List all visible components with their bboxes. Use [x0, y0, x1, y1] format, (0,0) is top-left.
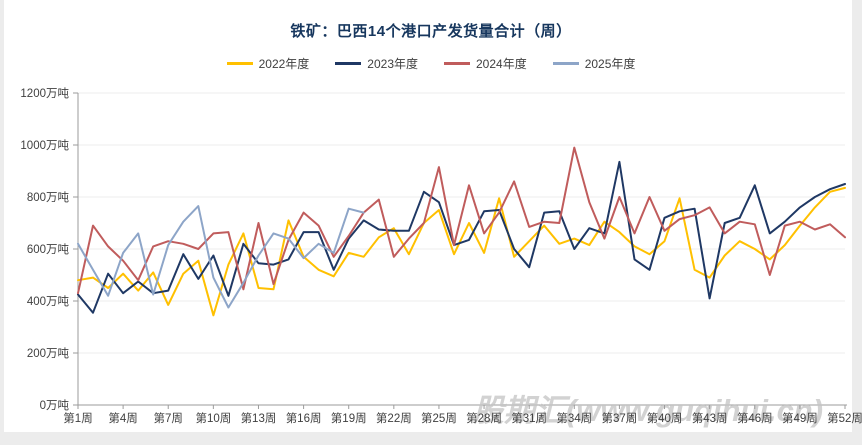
- x-axis-label: 第4周: [108, 411, 137, 425]
- y-axis-label: 600万吨: [27, 243, 70, 256]
- legend-label: 2025年度: [584, 57, 636, 71]
- x-axis-label: 第22周: [376, 411, 412, 425]
- x-axis-label: 第13周: [241, 411, 277, 425]
- y-axis-label: 1000万吨: [20, 139, 69, 152]
- legend-line-swatch: [226, 62, 253, 65]
- x-axis-label: 第46周: [737, 411, 773, 425]
- x-axis-label: 第31周: [511, 411, 547, 425]
- y-axis-label: 200万吨: [27, 347, 70, 360]
- x-axis-label: 第19周: [331, 411, 367, 425]
- legend-label: 2022年度: [258, 57, 310, 71]
- legend-line-swatch: [444, 62, 470, 65]
- series-line-2022年度: [77, 186, 846, 317]
- series-line-2023年度: [77, 160, 846, 314]
- y-axis-label: 400万吨: [27, 295, 70, 308]
- x-axis-label: 第28周: [466, 411, 502, 425]
- chart-legend: 2022年度 2023年度 2024年度 2025年度: [0, 55, 862, 72]
- chart-title: 铁矿：巴西14个港口产发货量合计（周）: [290, 23, 572, 40]
- x-axis-label: 第25周: [421, 411, 457, 425]
- legend-label: 2023年度: [367, 57, 418, 71]
- x-axis-label: 第16周: [286, 411, 322, 425]
- x-axis-label: 第1周: [63, 411, 92, 425]
- x-axis-label: 第10周: [195, 411, 231, 425]
- x-axis-label: 第34周: [556, 411, 592, 425]
- legend-line-swatch: [335, 62, 362, 65]
- legend-label: 2024年度: [476, 57, 527, 71]
- legend-line-swatch: [552, 62, 579, 65]
- watermark-text: 股期汇(www.guqihui.cn): [472, 393, 823, 428]
- legend-item-3: 2025年度: [552, 55, 636, 72]
- series-line-2025年度: [77, 205, 365, 309]
- legend-item-1: 2023年度: [335, 55, 418, 72]
- x-axis-label: 第7周: [154, 411, 183, 425]
- legend-item-0: 2022年度: [226, 55, 310, 72]
- y-axis-label: 1200万吨: [20, 87, 69, 100]
- x-axis-label: 第40周: [647, 411, 683, 425]
- x-axis-label: 第52周: [827, 411, 862, 425]
- x-axis-label: 第37周: [602, 411, 638, 425]
- chart-panel: [4, 0, 852, 432]
- y-axis-label: 0万吨: [40, 399, 70, 412]
- y-axis-label: 800万吨: [27, 191, 70, 204]
- x-axis-label: 第43周: [692, 411, 728, 425]
- legend-item-2: 2024年度: [444, 55, 527, 72]
- x-axis-label: 第49周: [782, 411, 818, 425]
